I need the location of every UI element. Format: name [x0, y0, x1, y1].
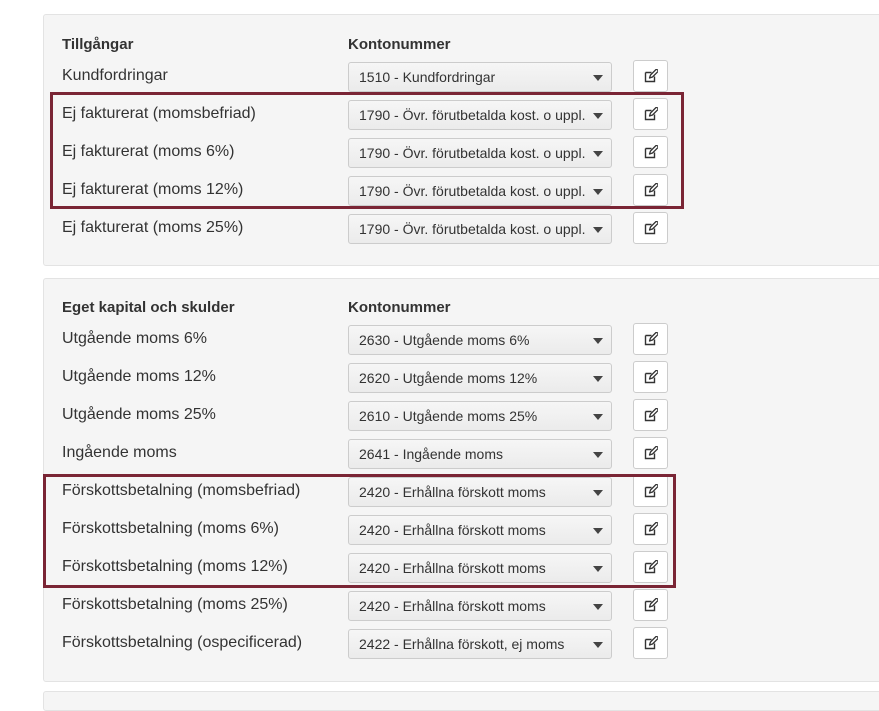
- chevron-down-icon: [593, 189, 603, 195]
- account-select-value: 1790 - Övr. förutbetalda kost. o uppl.: [359, 183, 586, 199]
- edit-icon: [644, 598, 658, 612]
- edit-icon: [644, 636, 658, 650]
- edit-icon: [644, 560, 658, 574]
- liabilities-account-select[interactable]: 2610 - Utgående moms 25%: [348, 401, 612, 431]
- chevron-down-icon: [593, 376, 603, 382]
- liabilities-account-select[interactable]: 2620 - Utgående moms 12%: [348, 363, 612, 393]
- chevron-down-icon: [593, 113, 603, 119]
- assets-edit-button[interactable]: [633, 212, 668, 244]
- chevron-down-icon: [593, 151, 603, 157]
- liabilities-row-label: Förskottsbetalning (moms 6%): [62, 520, 279, 537]
- edit-icon: [644, 370, 658, 384]
- account-select-value: 2422 - Erhållna förskott, ej moms: [359, 636, 565, 652]
- assets-row-label: Ej fakturerat (moms 6%): [62, 143, 235, 160]
- account-select-value: 2630 - Utgående moms 6%: [359, 332, 530, 348]
- liabilities-row-label: Utgående moms 12%: [62, 368, 216, 385]
- liabilities-row-label: Utgående moms 6%: [62, 330, 207, 347]
- chevron-down-icon: [593, 452, 603, 458]
- account-select-value: 2420 - Erhållna förskott moms: [359, 560, 546, 576]
- assets-account-select[interactable]: 1790 - Övr. förutbetalda kost. o uppl.: [348, 100, 612, 130]
- liabilities-row-label: Ingående moms: [62, 444, 177, 461]
- edit-icon: [644, 446, 658, 460]
- account-select-value: 1790 - Övr. förutbetalda kost. o uppl.: [359, 107, 586, 123]
- assets-edit-button[interactable]: [633, 136, 668, 168]
- account-select-value: 2420 - Erhållna förskott moms: [359, 598, 546, 614]
- edit-icon: [644, 484, 658, 498]
- liabilities-account-select[interactable]: 2420 - Erhållna förskott moms: [348, 515, 612, 545]
- liabilities-header-account: Kontonummer: [348, 299, 451, 316]
- assets-edit-button[interactable]: [633, 60, 668, 92]
- liabilities-edit-button[interactable]: [633, 323, 668, 355]
- assets-row-label: Ej fakturerat (moms 25%): [62, 219, 244, 236]
- liabilities-row-label: Förskottsbetalning (moms 25%): [62, 596, 288, 613]
- assets-row-label: Ej fakturerat (momsbefriad): [62, 105, 256, 122]
- edit-icon: [644, 522, 658, 536]
- liabilities-account-select[interactable]: 2422 - Erhållna förskott, ej moms: [348, 629, 612, 659]
- account-select-value: 2420 - Erhållna förskott moms: [359, 522, 546, 538]
- liabilities-edit-button[interactable]: [633, 551, 668, 583]
- liabilities-account-select[interactable]: 2630 - Utgående moms 6%: [348, 325, 612, 355]
- assets-account-select[interactable]: 1790 - Övr. förutbetalda kost. o uppl.: [348, 138, 612, 168]
- chevron-down-icon: [593, 338, 603, 344]
- liabilities-account-select[interactable]: 2420 - Erhållna förskott moms: [348, 553, 612, 583]
- account-select-value: 2620 - Utgående moms 12%: [359, 370, 538, 386]
- edit-icon: [644, 221, 658, 235]
- edit-icon: [644, 408, 658, 422]
- liabilities-row-label: Förskottsbetalning (ospecificerad): [62, 634, 303, 651]
- chevron-down-icon: [593, 566, 603, 572]
- liabilities-edit-button[interactable]: [633, 589, 668, 621]
- assets-header-label: Tillgångar: [62, 36, 134, 53]
- liabilities-row-label: Utgående moms 25%: [62, 406, 216, 423]
- liabilities-row-label: Förskottsbetalning (moms 12%): [62, 558, 288, 575]
- assets-edit-button[interactable]: [633, 174, 668, 206]
- edit-icon: [644, 107, 658, 121]
- liabilities-edit-button[interactable]: [633, 437, 668, 469]
- liabilities-edit-button[interactable]: [633, 513, 668, 545]
- liabilities-row-label: Förskottsbetalning (momsbefriad): [62, 482, 301, 499]
- chevron-down-icon: [593, 642, 603, 648]
- assets-row-label: Kundfordringar: [62, 67, 168, 84]
- liabilities-edit-button[interactable]: [633, 475, 668, 507]
- assets-account-select[interactable]: 1790 - Övr. förutbetalda kost. o uppl.: [348, 176, 612, 206]
- chevron-down-icon: [593, 528, 603, 534]
- account-select-value: 1790 - Övr. förutbetalda kost. o uppl.: [359, 145, 586, 161]
- account-select-value: 1790 - Övr. förutbetalda kost. o uppl.: [359, 221, 586, 237]
- edit-icon: [644, 145, 658, 159]
- account-select-value: 2641 - Ingående moms: [359, 446, 503, 462]
- edit-icon: [644, 69, 658, 83]
- edit-icon: [644, 332, 658, 346]
- liabilities-edit-button[interactable]: [633, 399, 668, 431]
- account-select-value: 2420 - Erhållna förskott moms: [359, 484, 546, 500]
- assets-account-select[interactable]: 1510 - Kundfordringar: [348, 62, 612, 92]
- account-select-value: 2610 - Utgående moms 25%: [359, 408, 538, 424]
- liabilities-edit-button[interactable]: [633, 627, 668, 659]
- chevron-down-icon: [593, 414, 603, 420]
- liabilities-account-select[interactable]: 2420 - Erhållna förskott moms: [348, 591, 612, 621]
- chevron-down-icon: [593, 75, 603, 81]
- edit-icon: [644, 183, 658, 197]
- chevron-down-icon: [593, 227, 603, 233]
- liabilities-header-label: Eget kapital och skulder: [62, 299, 235, 316]
- assets-row-label: Ej fakturerat (moms 12%): [62, 181, 244, 198]
- chevron-down-icon: [593, 490, 603, 496]
- account-select-value: 1510 - Kundfordringar: [359, 69, 496, 85]
- assets-edit-button[interactable]: [633, 98, 668, 130]
- assets-account-select[interactable]: 1790 - Övr. förutbetalda kost. o uppl.: [348, 214, 612, 244]
- liabilities-account-select[interactable]: 2420 - Erhållna förskott moms: [348, 477, 612, 507]
- liabilities-account-select[interactable]: 2641 - Ingående moms: [348, 439, 612, 469]
- chevron-down-icon: [593, 604, 603, 610]
- assets-header-account: Kontonummer: [348, 36, 451, 53]
- liabilities-edit-button[interactable]: [633, 361, 668, 393]
- next-panel: [43, 691, 879, 711]
